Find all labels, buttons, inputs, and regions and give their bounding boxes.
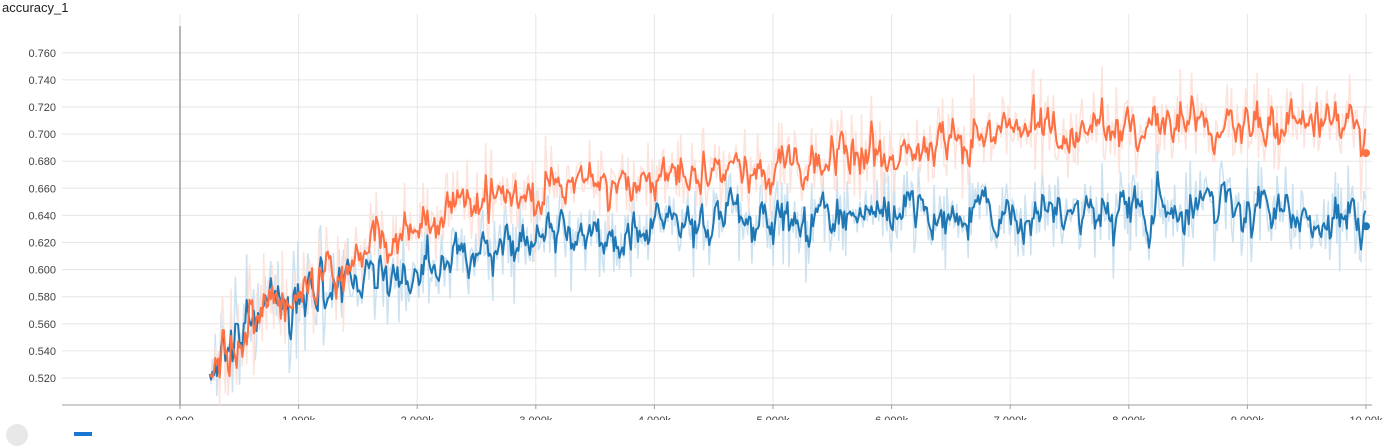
y-tick-label: 0.740 (28, 75, 56, 87)
chart-plot[interactable]: 0.520 0.540 0.560 0.580 0.600 0.620 0.640 0.660… (0, 0, 1394, 420)
tick-label-layer: 0.520 0.540 0.560 0.580 0.600 0.620 0.640 0.660… (28, 48, 1383, 420)
bottom-controls (0, 420, 200, 446)
chart-title: accuracy_1 (2, 0, 69, 15)
y-tick-label: 0.640 (28, 210, 56, 222)
y-tick-label: 0.760 (28, 48, 56, 60)
series-end-point (1362, 149, 1370, 158)
smoothed-series-layer (208, 94, 1370, 381)
y-tick-label: 0.620 (28, 238, 56, 250)
x-tick-label: 8.000k (1112, 415, 1146, 420)
x-tick-label: 9.000k (1231, 415, 1265, 420)
series-end-point (1362, 222, 1370, 231)
x-tick-label: 0.000 (166, 415, 194, 420)
y-tick-label: 0.720 (28, 102, 56, 114)
x-tick-label: 5.000k (756, 415, 790, 420)
x-tick-label: 2.000k (401, 415, 435, 420)
y-tick-label: 0.540 (28, 346, 56, 358)
y-tick-label: 0.680 (28, 156, 56, 168)
smoothed-series-line (208, 170, 1367, 381)
y-tick-label: 0.660 (28, 183, 56, 195)
expand-chart-button[interactable] (6, 424, 28, 446)
y-tick-label: 0.520 (28, 373, 56, 385)
smoothed-series-line (209, 94, 1367, 379)
y-tick-label: 0.700 (28, 129, 56, 141)
x-tick-label: 10.00k (1349, 415, 1383, 420)
x-tick-label: 4.000k (638, 415, 672, 420)
series-color-swatch[interactable] (74, 432, 92, 436)
y-tick-label: 0.560 (28, 319, 56, 331)
x-tick-label: 3.000k (519, 415, 553, 420)
y-tick-label: 0.600 (28, 265, 56, 277)
x-tick-label: 1.000k (282, 415, 316, 420)
x-tick-label: 6.000k (875, 415, 909, 420)
y-tick-label: 0.580 (28, 292, 56, 304)
x-tick-label: 7.000k (994, 415, 1028, 420)
